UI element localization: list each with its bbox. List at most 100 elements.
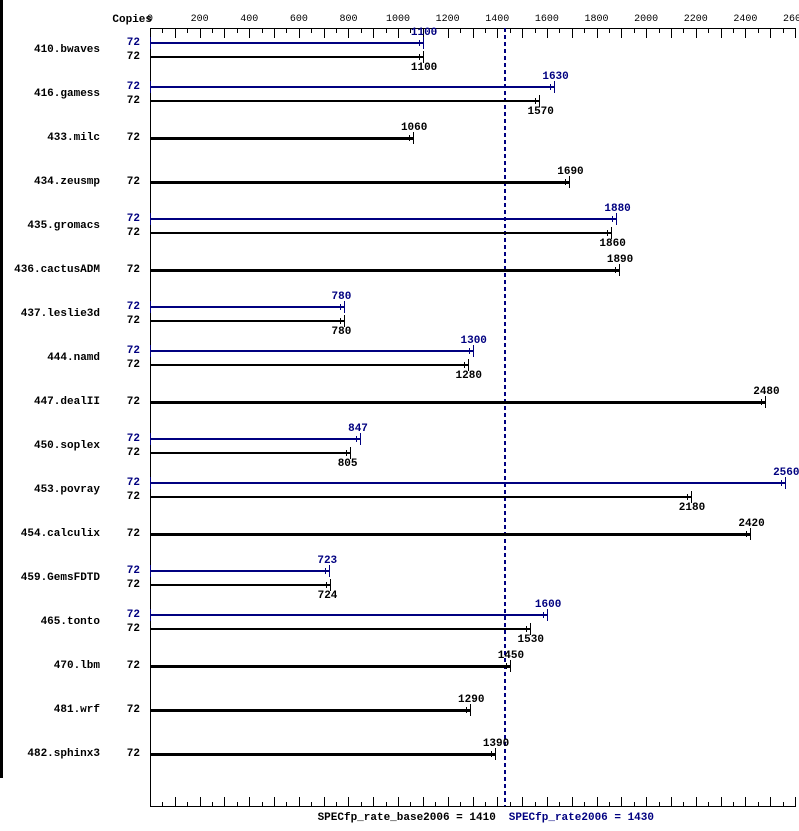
benchmark-name: 450.soplex (5, 440, 100, 452)
bar-base-cap-start (150, 748, 151, 760)
bar-base-cap-inner (687, 494, 688, 500)
copies-base: 72 (110, 396, 140, 408)
ref-line-peak-seg (504, 609, 506, 613)
ref-line-peak-seg (504, 476, 506, 480)
tick-minor-top (609, 28, 610, 33)
ref-line-peak-seg (504, 504, 506, 508)
ref-line-peak-seg (504, 714, 506, 718)
ref-line-peak-seg (504, 49, 506, 53)
tick-label-top: 200 (182, 14, 218, 25)
tick-bottom (621, 797, 622, 807)
bar-base-cap-start (150, 95, 151, 107)
bar-base-cap-start (150, 132, 151, 144)
benchmark-name: 481.wrf (5, 704, 100, 716)
value-base: 1390 (483, 738, 509, 750)
tick-bottom (299, 797, 300, 807)
ref-line-peak-seg (504, 294, 506, 298)
ref-line-peak-seg (504, 161, 506, 165)
bar-peak (150, 570, 329, 572)
bar-peak (150, 438, 360, 440)
tick-minor-top (708, 28, 709, 33)
tick-minor-top (237, 28, 238, 33)
tick-minor-top (733, 28, 734, 33)
ref-line-peak-seg (504, 112, 506, 116)
bar-base (150, 232, 611, 234)
bar-peak (150, 350, 473, 352)
ref-line-peak-seg (504, 210, 506, 214)
bar-base-cap-start (150, 359, 151, 371)
tick-top (745, 28, 746, 38)
copies-base: 72 (110, 704, 140, 716)
tick-minor-bottom (187, 802, 188, 807)
value-base: 2420 (738, 518, 764, 530)
value-base: 1570 (527, 106, 553, 118)
bar-base-cap-inner (409, 135, 410, 141)
benchmark-name: 410.bwaves (5, 44, 100, 56)
tick-top (621, 28, 622, 38)
ref-line-peak-seg (504, 259, 506, 263)
benchmark-name: 482.sphinx3 (5, 748, 100, 760)
ref-line-peak-seg (504, 287, 506, 291)
bar-base-cap-inner (615, 267, 616, 273)
tick-top (795, 28, 796, 38)
ref-line-peak-seg (504, 553, 506, 557)
copies-base: 72 (110, 264, 140, 276)
tick-minor-bottom (460, 802, 461, 807)
tick-label-top: 1800 (579, 14, 615, 25)
ref-line-peak-seg (504, 798, 506, 802)
tick-minor-bottom (286, 802, 287, 807)
tick-top (348, 28, 349, 38)
copies-peak: 72 (110, 565, 140, 577)
ref-line-peak-seg (504, 784, 506, 788)
copies-base: 72 (110, 132, 140, 144)
bar-base-cap-start (150, 704, 151, 716)
tick-minor-top (311, 28, 312, 33)
bar-base-cap-start (150, 227, 151, 239)
tick-minor-top (559, 28, 560, 33)
value-peak: 1100 (411, 27, 437, 39)
value-peak: 1880 (604, 203, 630, 215)
tick-minor-top (386, 28, 387, 33)
tick-bottom (348, 797, 349, 807)
bar-base-cap-inner (340, 318, 341, 324)
value-base: 1280 (456, 370, 482, 382)
tick-minor-bottom (683, 802, 684, 807)
copies-base: 72 (110, 579, 140, 591)
ref-line-peak-seg (504, 280, 506, 284)
tick-bottom (249, 797, 250, 807)
tick-minor-bottom (237, 802, 238, 807)
copies-peak: 72 (110, 81, 140, 93)
ref-line-peak-seg (504, 42, 506, 46)
bar-peak-cap-inner (469, 348, 470, 354)
tick-top (448, 28, 449, 38)
tick-top (175, 28, 176, 38)
ref-line-peak-seg (504, 252, 506, 256)
value-base: 1890 (607, 254, 633, 266)
bar-base-cap-inner (565, 179, 566, 185)
ref-line-peak-seg (504, 763, 506, 767)
tick-minor-top (783, 28, 784, 33)
ref-line-peak-seg (504, 154, 506, 158)
ref-line-peak-seg (504, 525, 506, 529)
bar-base (150, 100, 539, 102)
benchmark-name: 436.cactusADM (5, 264, 100, 276)
ref-line-peak-seg (504, 133, 506, 137)
bar-peak-cap-inner (781, 480, 782, 486)
bar-peak (150, 614, 547, 616)
tick-minor-bottom (783, 802, 784, 807)
ref-line-peak-seg (504, 427, 506, 431)
ref-line-peak-seg (504, 406, 506, 410)
ref-line-peak-seg (504, 91, 506, 95)
ref-line-peak-seg (504, 301, 506, 305)
ref-line-peak-seg (504, 595, 506, 599)
bar-base-cap-start (150, 176, 151, 188)
ref-line-peak-seg (504, 315, 506, 319)
bar-base (150, 665, 510, 668)
bar-base-cap-inner (326, 582, 327, 588)
tick-top (522, 28, 523, 38)
copies-base: 72 (110, 528, 140, 540)
tick-bottom (572, 797, 573, 807)
bar-base-cap-start (150, 528, 151, 540)
tick-minor-bottom (212, 802, 213, 807)
copies-base: 72 (110, 95, 140, 107)
